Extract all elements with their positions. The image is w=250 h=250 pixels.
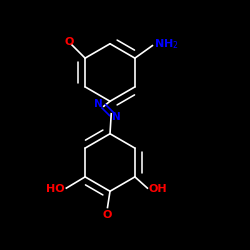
Text: N: N: [112, 112, 121, 122]
Text: HO: HO: [46, 184, 65, 194]
Text: O: O: [103, 210, 112, 220]
Text: NH$_2$: NH$_2$: [154, 37, 178, 51]
Text: OH: OH: [149, 184, 167, 194]
Text: O: O: [64, 37, 74, 48]
Text: N: N: [94, 99, 102, 109]
